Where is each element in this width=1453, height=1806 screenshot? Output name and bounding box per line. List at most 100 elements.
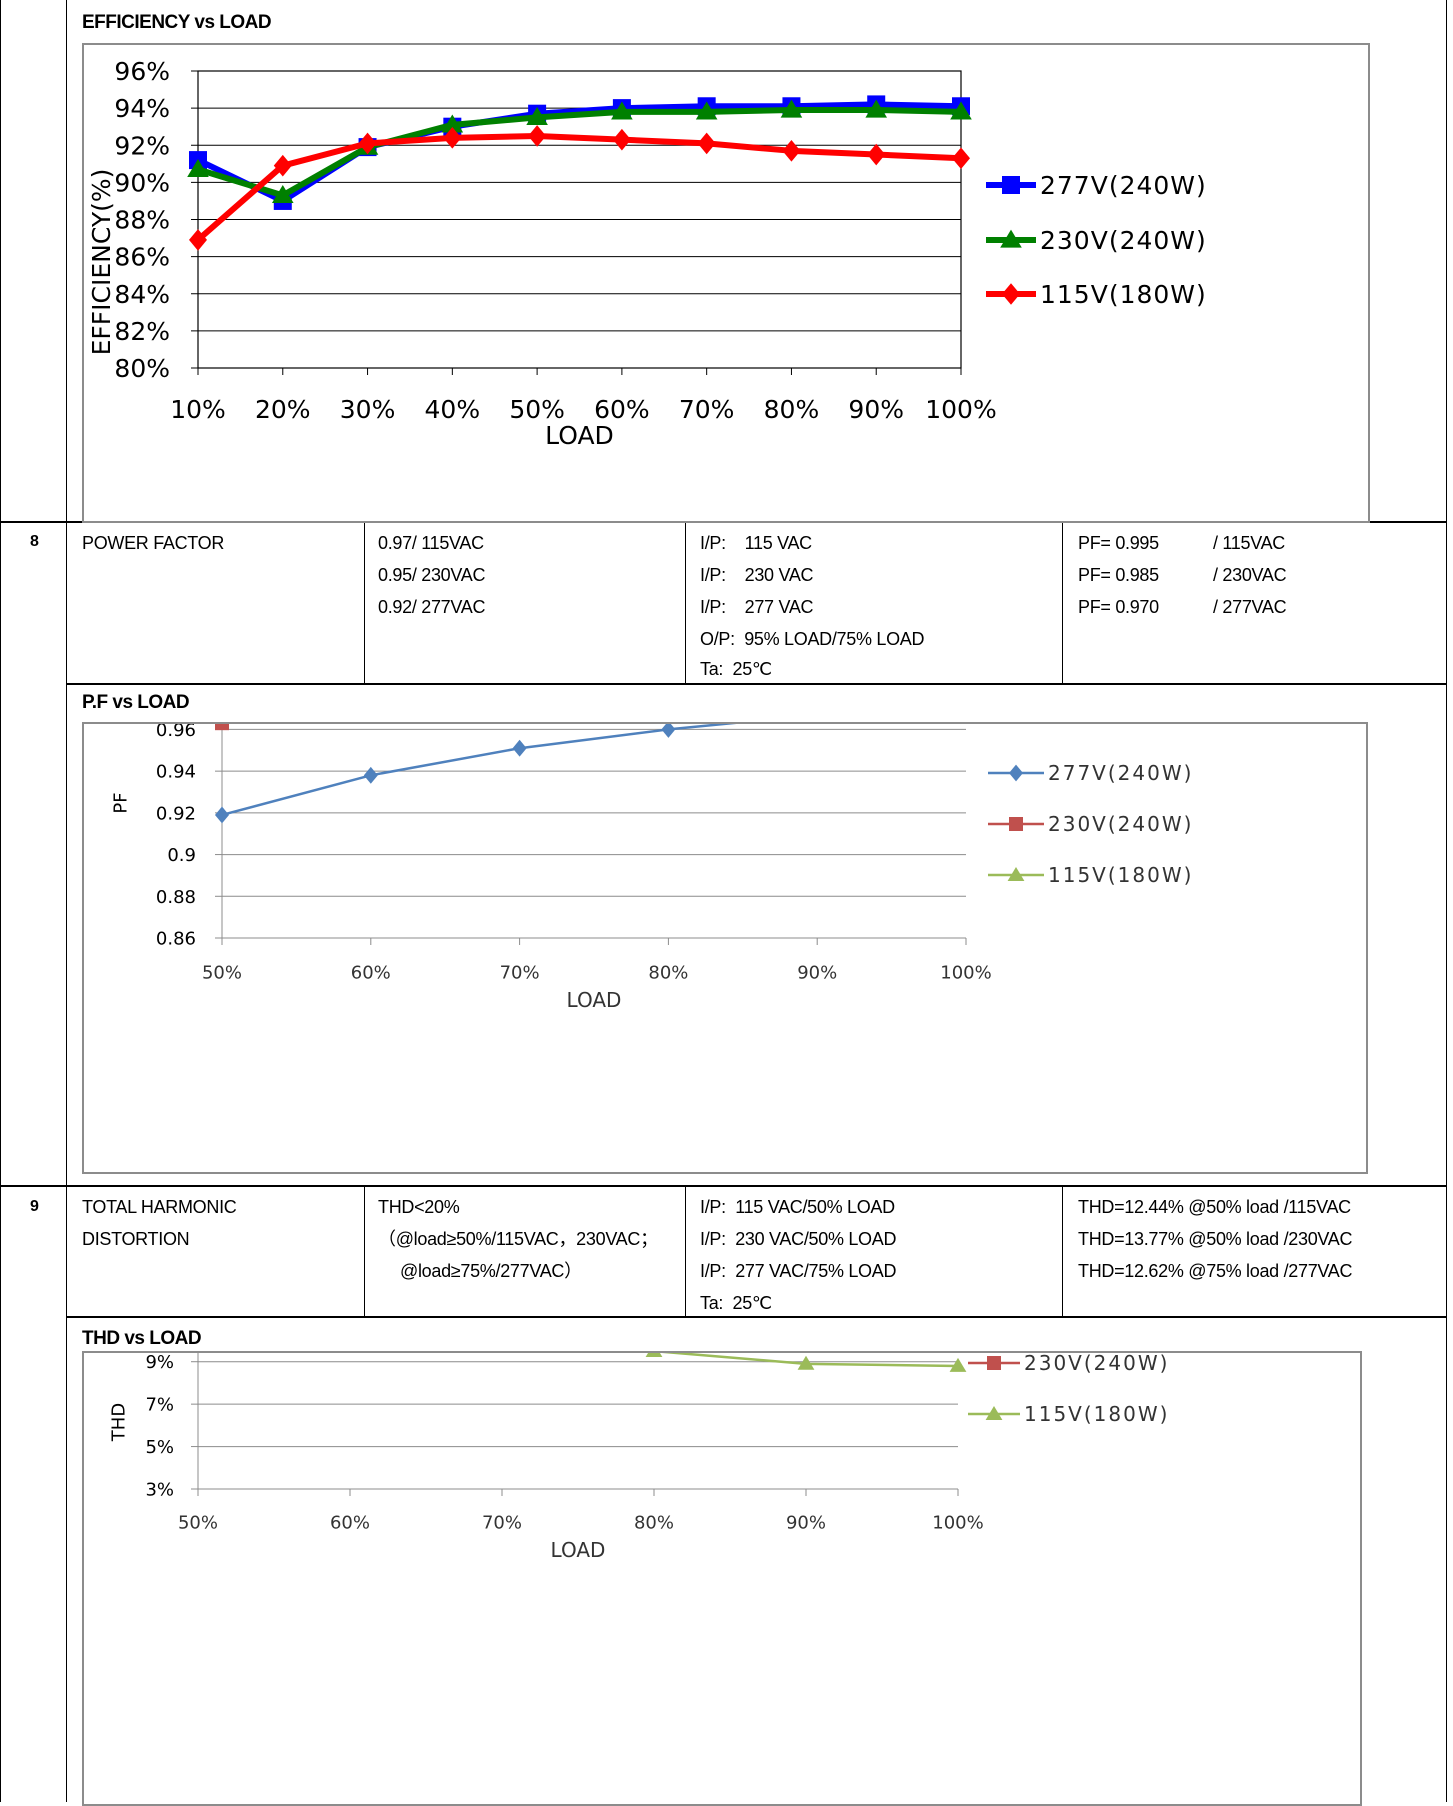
column-divider bbox=[1062, 521, 1063, 683]
y-axis-title: PF bbox=[110, 792, 131, 813]
test-result: PF= 0.985 bbox=[1078, 565, 1159, 585]
pf-chart: 0.860.880.90.920.940.960.98150%60%70%80%… bbox=[110, 724, 1193, 1012]
test-condition: I/P: 230 VAC/50% LOAD bbox=[700, 1229, 897, 1249]
data-point bbox=[867, 143, 886, 166]
legend-label: 230V(240W) bbox=[1040, 226, 1207, 255]
thd-chart-title: THD vs LOAD bbox=[82, 1328, 202, 1349]
thd-chart: 3%5%7%9%11%13%15%17%50%60%70%80%90%100%L… bbox=[108, 1353, 1169, 1562]
x-tick-label: 30% bbox=[340, 395, 396, 424]
legend-label: 277V(240W) bbox=[1048, 761, 1193, 785]
data-point bbox=[645, 1353, 663, 1358]
x-tick-label: 80% bbox=[764, 395, 820, 424]
efficiency-chart-frame bbox=[82, 43, 1370, 523]
x-axis-title: LOAD bbox=[551, 1538, 606, 1562]
legend-marker bbox=[1000, 229, 1022, 248]
column-divider bbox=[685, 1185, 686, 1316]
test-condition: Ta: 25℃ bbox=[700, 659, 772, 679]
x-tick-label: 100% bbox=[932, 1512, 983, 1533]
series-line-3 bbox=[196, 132, 962, 243]
x-tick-label: 100% bbox=[925, 395, 996, 424]
efficiency-chart: 80% 82% 84% 86% 88% 90% 92% 94% 96% 10% 20% 30% 40% 5… bbox=[87, 57, 1207, 450]
x-tick-label: 70% bbox=[482, 1512, 522, 1533]
x-tick-label: 90% bbox=[797, 962, 837, 983]
y-tick-label: 0.88 bbox=[156, 887, 196, 908]
data-point bbox=[797, 1355, 815, 1370]
x-tick-label: 60% bbox=[330, 1512, 370, 1533]
y-tick-label: 7% bbox=[145, 1395, 174, 1416]
row-index: 9 bbox=[30, 1198, 39, 1215]
column-divider bbox=[1062, 1185, 1063, 1316]
x-tick-label: 40% bbox=[425, 395, 481, 424]
efficiency-chart-title: EFFICIENCY vs LOAD bbox=[82, 12, 272, 33]
x-axis-title: LOAD bbox=[567, 988, 622, 1012]
y-axis-title: EFFICIENCY(%) bbox=[87, 169, 116, 356]
legend-label: 115V(180W) bbox=[1024, 1402, 1169, 1426]
data-point bbox=[215, 724, 229, 731]
data-point bbox=[695, 101, 718, 120]
thd-chart-frame bbox=[82, 1351, 1362, 1806]
x-tick-label: 70% bbox=[500, 962, 540, 983]
test-result-voltage: / 115VAC bbox=[1213, 533, 1285, 553]
column-divider bbox=[685, 521, 686, 683]
column-divider bbox=[364, 1185, 365, 1316]
x-tick-label: 60% bbox=[351, 962, 391, 983]
x-tick-label: 50% bbox=[178, 1512, 218, 1533]
y-tick-label: 9% bbox=[145, 1353, 174, 1373]
test-condition: O/P: 95% LOAD/75% LOAD bbox=[700, 629, 925, 649]
spec-value: @load≥75%/277VAC） bbox=[400, 1261, 582, 1281]
data-point bbox=[215, 806, 229, 824]
series-line-3 bbox=[661, 1353, 959, 1368]
y-tick-label: 96% bbox=[114, 57, 170, 86]
x-tick-label: 80% bbox=[634, 1512, 674, 1533]
y-tick-label: 94% bbox=[114, 94, 170, 123]
test-condition: I/P: 115 VAC/50% LOAD bbox=[700, 1197, 895, 1217]
y-tick-label: 82% bbox=[114, 317, 170, 346]
legend-marker bbox=[1002, 176, 1020, 194]
column-divider bbox=[364, 521, 365, 683]
plot-area-border bbox=[197, 70, 962, 369]
test-result: PF= 0.970 bbox=[1078, 597, 1159, 617]
data-point bbox=[865, 99, 888, 118]
test-condition: Ta: 25℃ bbox=[700, 1293, 772, 1313]
data-point bbox=[661, 724, 676, 738]
data-point bbox=[697, 132, 716, 155]
y-tick-label: 80% bbox=[114, 354, 170, 383]
x-axis-title: LOAD bbox=[545, 421, 614, 450]
spec-item-name: POWER FACTOR bbox=[82, 533, 225, 553]
x-tick-label: 10% bbox=[170, 395, 226, 424]
spec-value: 0.92/ 277VAC bbox=[378, 597, 486, 617]
x-tick-label: 20% bbox=[255, 395, 311, 424]
data-point bbox=[780, 99, 803, 118]
data-point bbox=[782, 140, 801, 162]
data-point bbox=[441, 114, 464, 133]
x-tick-label: 90% bbox=[786, 1512, 826, 1533]
legend-label: 115V(180W) bbox=[1048, 863, 1193, 887]
legend-marker bbox=[1009, 764, 1023, 782]
table-left-border bbox=[0, 0, 1, 1802]
data-point bbox=[512, 739, 527, 757]
legend-label: 277V(240W) bbox=[1040, 171, 1207, 200]
y-axis-title: THD bbox=[108, 1403, 129, 1442]
data-point bbox=[950, 101, 972, 120]
data-point bbox=[528, 125, 547, 147]
legend-marker bbox=[1009, 817, 1023, 831]
y-tick-label: 84% bbox=[114, 280, 170, 309]
row-index: 8 bbox=[30, 533, 39, 550]
index-column-divider bbox=[66, 0, 67, 1802]
x-tick-label: 50% bbox=[202, 962, 242, 983]
y-tick-label: 88% bbox=[114, 206, 170, 235]
test-result-voltage: / 230VAC bbox=[1213, 565, 1287, 585]
test-result: THD=13.77% @50% load /230VAC bbox=[1078, 1229, 1353, 1249]
legend-label: 230V(240W) bbox=[1048, 812, 1193, 836]
x-tick-label: 60% bbox=[594, 395, 650, 424]
y-tick-label: 0.96 bbox=[156, 724, 196, 741]
y-tick-label: 0.9 bbox=[167, 845, 196, 866]
spec-value: 0.95/ 230VAC bbox=[378, 565, 486, 585]
legend-marker bbox=[987, 1356, 1001, 1370]
test-condition: I/P: 277 VAC bbox=[700, 597, 814, 617]
data-point bbox=[952, 147, 970, 170]
y-tick-label: 92% bbox=[114, 131, 170, 160]
spec-item-name: TOTAL HARMONIC bbox=[82, 1197, 237, 1217]
legend-label: 230V(240W) bbox=[1024, 1353, 1169, 1375]
